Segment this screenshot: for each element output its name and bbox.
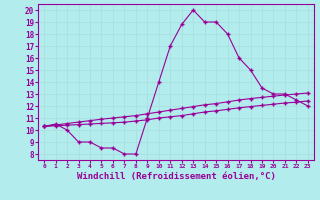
X-axis label: Windchill (Refroidissement éolien,°C): Windchill (Refroidissement éolien,°C): [76, 172, 276, 181]
